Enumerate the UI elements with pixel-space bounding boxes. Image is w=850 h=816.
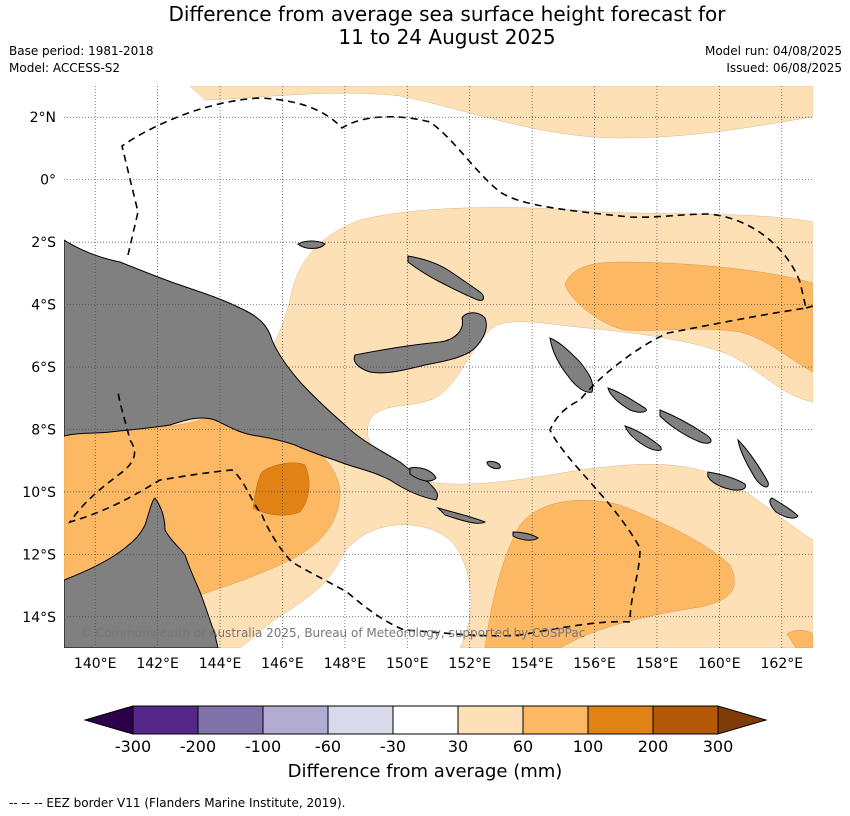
grid-lines [64,86,813,648]
colorbar-tick-label: 30 [448,737,468,756]
land-australia-cape-york [64,497,219,648]
contour-100-200 [252,462,310,516]
title-line-1: Difference from average sea surface heig… [168,2,726,26]
eez-borders [68,97,813,637]
colorbar-tick-label: -30 [380,737,406,756]
title-line-2: 11 to 24 August 2025 [338,25,556,49]
colorbar-title: Difference from average (mm) [287,761,563,782]
latitude-tick-label: 12°S [22,547,56,563]
land-bougainville [549,337,594,393]
latitude-tick-label: 0° [40,173,56,189]
longitude-tick-label: 144°E [199,656,242,672]
latitude-ticks: 2°N 0° 2°S 4°S 6°S 8°S 10°S 12°S 14°S [22,110,56,626]
latitude-tick-label: 8°S [31,422,56,438]
longitude-tick-label: 146°E [261,656,304,672]
colorbar-segment [392,705,459,735]
contour-nw-patch [564,261,813,373]
colorbar-tick-label: 200 [638,737,669,756]
eez-solomon-east [805,305,813,309]
model-name: Model: ACCESS-S2 [9,61,121,75]
longitude-tick-label: 152°E [448,656,491,672]
colorbar-segment [262,705,329,735]
longitude-tick-label: 160°E [698,656,741,672]
base-period: Base period: 1981-2018 [9,44,154,58]
land-new-ireland [407,255,484,301]
colorbar-tick-label: -300 [115,737,151,756]
land-santa-isabel [659,409,712,444]
colorbar-segment [457,705,524,735]
issued-date: Issued: 06/08/2025 [726,61,842,75]
longitude-tick-label: 140°E [74,656,117,672]
colorbar-tick-label: 60 [513,737,533,756]
land-fergusson-island [409,467,437,482]
colorbar-tick-label: -60 [315,737,341,756]
model-run: Model run: 04/08/2025 [704,44,842,58]
land-louisiade-islands [436,506,487,524]
contour-corner-patch [786,630,813,648]
colorbar-extend-low [83,705,134,735]
land-new-georgia [624,425,662,451]
land-makira [769,497,799,519]
longitude-ticks: 140°E 142°E 144°E 146°E 148°E 150°E 152°E 154°E… [74,656,803,672]
land-rossel-island [512,531,539,541]
land-guadalcanal [707,471,747,491]
latitude-tick-label: 14°S [22,610,56,626]
meta-left: Base period: 1981-2018 Model: ACCESS-S2 [9,43,154,77]
colorbar-tick-label: -200 [180,737,216,756]
colorbar-tick-label: -100 [245,737,281,756]
latitude-tick-label: 2°N [30,110,56,126]
land-choiseul [607,387,647,413]
map-title: Difference from average sea surface heig… [0,3,850,49]
meta-right: Model run: 04/08/2025 Issued: 06/08/2025 [705,43,842,77]
contour-gulf-patch [252,462,310,516]
latitude-tick-label: 4°S [31,298,56,314]
eez-png-north [68,97,807,637]
colorbar-segment [587,705,654,735]
land-manus [297,240,326,249]
colorbar-segment [522,705,589,735]
colorbar-extend-high [717,705,768,735]
colorbar-tick-label: 300 [703,737,734,756]
latitude-tick-label: 6°S [31,360,56,376]
land-malaita [737,438,769,488]
copyright-text: © Commonwealth of Australia 2025, Bureau… [80,626,585,640]
land-woodlark-island [486,461,501,469]
latitude-tick-label: 2°S [31,235,56,251]
longitude-tick-label: 162°E [761,656,804,672]
longitude-tick-label: 154°E [511,656,554,672]
colorbar-tick-label: 100 [573,737,604,756]
longitude-tick-label: 142°E [136,656,179,672]
land-new-britain [353,312,487,374]
colorbar-segment [327,705,394,735]
colorbar-segment [197,705,264,735]
longitude-tick-label: 150°E [386,656,429,672]
longitude-tick-label: 148°E [324,656,367,672]
colorbar-segment [652,705,719,735]
latitude-tick-label: 10°S [22,485,56,501]
contour-se-patch [484,500,735,648]
colorbar: -300 -200 -100 -60 -30 30 60 100 200 300 [83,705,768,756]
longitude-tick-label: 156°E [573,656,616,672]
eez-legend-footnote: -- -- -- EEZ border V11 (Flanders Marine… [9,796,346,810]
colorbar-segment [132,705,199,735]
longitude-tick-label: 158°E [636,656,679,672]
